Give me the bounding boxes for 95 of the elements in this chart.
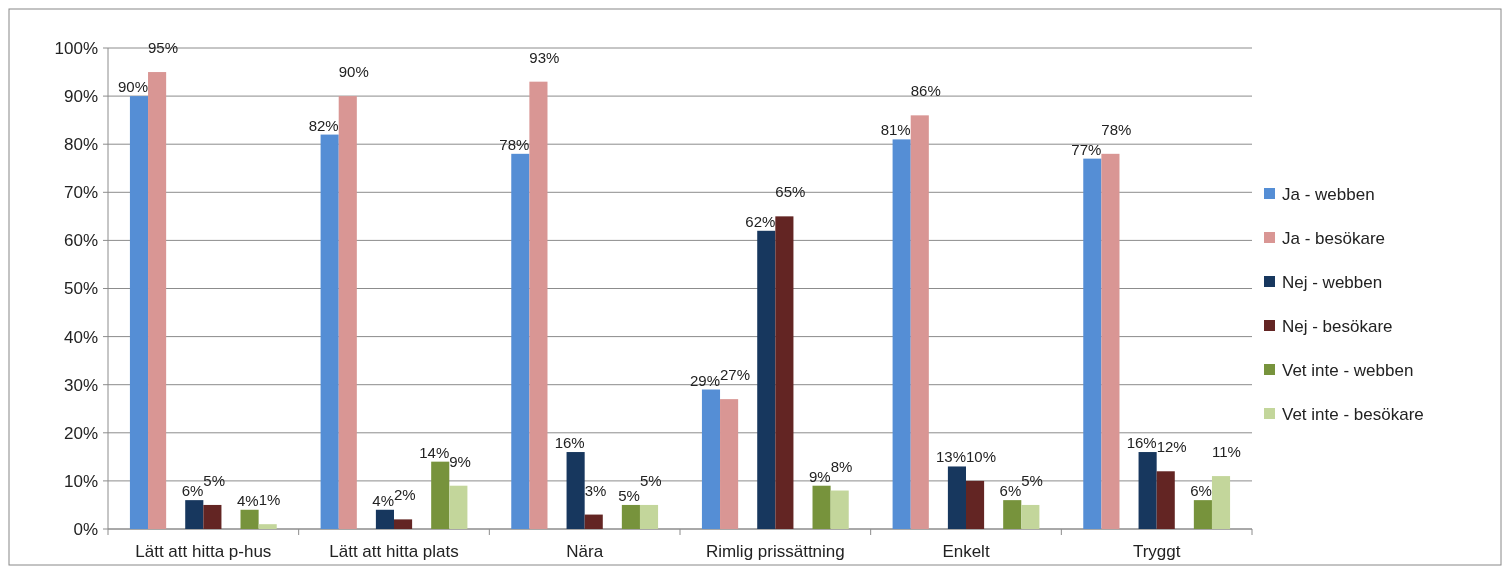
bar xyxy=(240,509,259,529)
bar xyxy=(203,504,222,529)
data-label: 82% xyxy=(308,116,339,134)
data-label: 65% xyxy=(775,183,806,201)
bar xyxy=(1211,476,1231,529)
bar xyxy=(1083,158,1102,529)
x-tick-label: Lätt att hitta p-hus xyxy=(135,542,272,561)
data-label: 3% xyxy=(584,481,607,499)
x-tick-label: Lätt att hitta plats xyxy=(329,542,459,561)
y-tick-label: 40% xyxy=(63,327,98,347)
data-label: 5% xyxy=(618,486,640,504)
data-label: 93% xyxy=(529,48,560,66)
bar xyxy=(511,153,530,529)
data-label: 4% xyxy=(372,491,394,509)
legend-label: Vet inte - webben xyxy=(1282,360,1414,380)
bar xyxy=(910,115,929,529)
y-tick-label: 0% xyxy=(73,519,98,539)
data-label: 5% xyxy=(639,471,662,489)
bar xyxy=(1138,452,1157,529)
y-tick-label: 10% xyxy=(63,471,98,491)
bar xyxy=(1193,500,1212,529)
legend-label: Ja - webben xyxy=(1282,184,1375,204)
bar xyxy=(338,96,357,529)
data-label: 6% xyxy=(181,482,204,500)
bar xyxy=(720,399,739,529)
data-label: 9% xyxy=(808,467,831,485)
data-label: 90% xyxy=(118,78,149,96)
legend-label: Nej - webben xyxy=(1282,272,1383,292)
data-label: 90% xyxy=(338,63,369,81)
data-label: 29% xyxy=(690,371,721,389)
data-label: 16% xyxy=(1126,434,1157,452)
bar xyxy=(449,485,468,529)
bar xyxy=(892,139,911,529)
bar xyxy=(320,134,339,529)
data-label: 62% xyxy=(745,212,776,230)
bar xyxy=(757,230,776,529)
data-label: 6% xyxy=(999,482,1022,500)
data-label: 5% xyxy=(1021,471,1043,489)
y-tick-label: 80% xyxy=(63,135,98,155)
data-label: 11% xyxy=(1211,443,1241,461)
bar xyxy=(129,96,149,529)
bar xyxy=(639,504,659,529)
y-tick-label: 30% xyxy=(63,375,98,395)
data-label: 78% xyxy=(1101,120,1132,138)
bar xyxy=(148,72,167,529)
bar xyxy=(947,466,966,529)
data-label: 8% xyxy=(830,457,853,475)
y-tick-label: 60% xyxy=(63,231,98,251)
bar xyxy=(775,216,794,529)
data-label: 10% xyxy=(966,447,997,465)
data-label: 16% xyxy=(554,434,585,452)
y-tick-label: 70% xyxy=(63,183,98,203)
bar xyxy=(1021,504,1040,529)
x-tick-label: Rimlig prissättning xyxy=(705,542,845,561)
data-label: 14% xyxy=(419,443,450,461)
bar xyxy=(566,452,585,529)
legend-label: Ja - besökare xyxy=(1282,228,1385,248)
data-label: 77% xyxy=(1071,140,1102,158)
bar xyxy=(1003,500,1022,529)
y-tick-label: 100% xyxy=(54,38,98,58)
bar xyxy=(1156,471,1175,529)
data-label: 5% xyxy=(203,471,226,489)
data-label: 4% xyxy=(236,491,259,509)
data-label: 95% xyxy=(148,39,179,57)
bar xyxy=(529,81,548,529)
x-tick-label: Enkelt xyxy=(942,542,990,561)
bar xyxy=(431,461,450,529)
x-tick-label: Nära xyxy=(566,542,604,561)
y-tick-label: 20% xyxy=(63,423,98,443)
legend-label: Nej - besökare xyxy=(1282,316,1393,336)
data-label: 9% xyxy=(449,452,471,470)
y-tick-label: 90% xyxy=(63,87,98,107)
bar xyxy=(966,480,985,529)
data-label: 13% xyxy=(935,448,966,466)
legend-label: Vet inte - besökare xyxy=(1282,404,1424,424)
bar xyxy=(185,500,204,529)
bar xyxy=(394,519,413,529)
data-label: 1% xyxy=(258,491,281,509)
data-label: 12% xyxy=(1156,438,1187,456)
bar xyxy=(258,524,277,529)
data-label: 78% xyxy=(499,135,530,153)
bar xyxy=(621,504,640,529)
bar xyxy=(1101,153,1120,529)
y-tick-label: 50% xyxy=(63,279,98,299)
bar xyxy=(701,389,721,529)
data-label: 6% xyxy=(1190,482,1212,500)
bar xyxy=(812,485,831,529)
data-label: 81% xyxy=(880,121,911,139)
bar xyxy=(584,514,603,529)
x-tick-label: Tryggt xyxy=(1132,542,1181,561)
data-label: 86% xyxy=(910,82,941,100)
bar xyxy=(375,509,394,529)
data-label: 27% xyxy=(720,366,751,384)
bar xyxy=(830,490,849,529)
data-label: 2% xyxy=(394,486,416,504)
